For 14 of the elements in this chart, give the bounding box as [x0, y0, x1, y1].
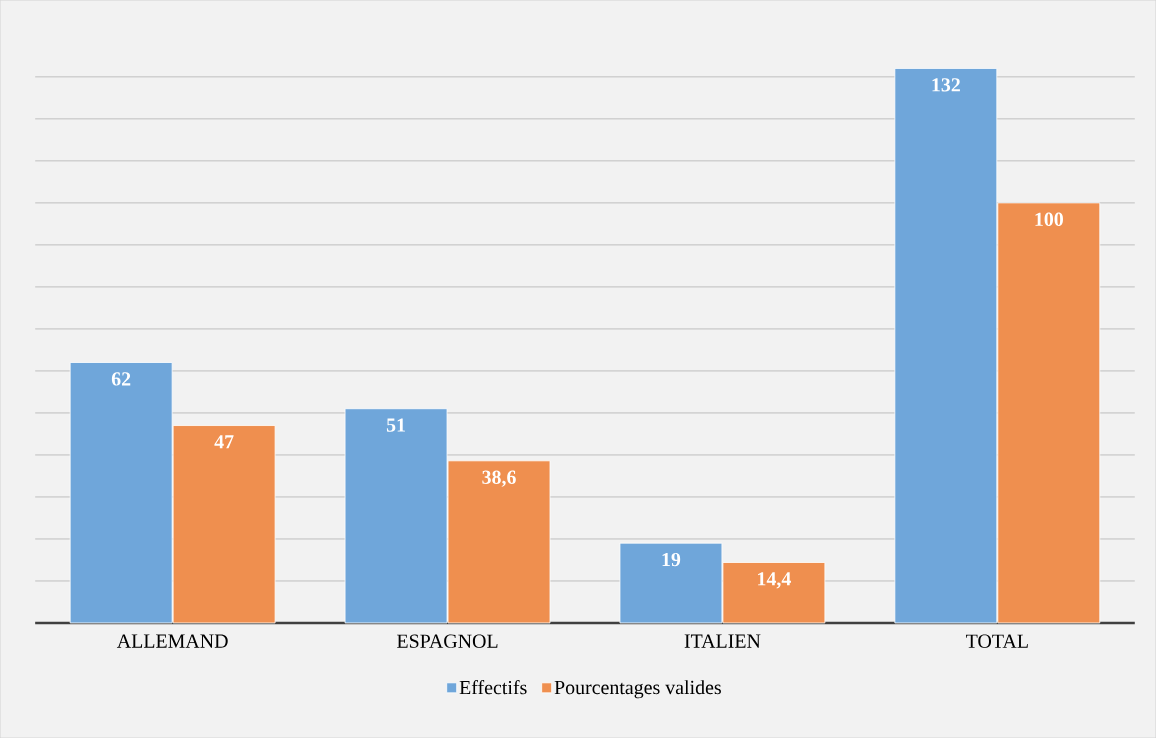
- legend-label: Effectifs: [459, 680, 527, 695]
- data-label: 47: [214, 435, 234, 449]
- data-label: 51: [386, 418, 405, 432]
- data-label: 38,6: [482, 470, 516, 487]
- data-label: 19: [662, 552, 681, 567]
- legend-label: Pourcentages valides: [554, 680, 721, 699]
- data-label: 100: [1035, 212, 1063, 226]
- x-tick-label: TOTAL: [966, 634, 1028, 648]
- data-label: 14,4: [758, 572, 791, 589]
- x-tick-label: ESPAGNOL: [397, 634, 498, 648]
- x-tick-label: ALLEMAND: [116, 634, 228, 648]
- data-label: 62: [111, 372, 131, 386]
- data-label: 132: [932, 78, 960, 92]
- x-tick-label: ITALIEN: [684, 634, 761, 648]
